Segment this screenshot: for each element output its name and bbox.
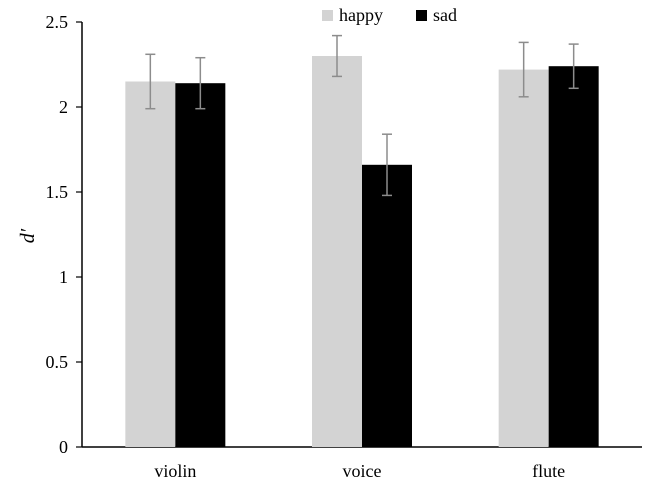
legend-item-happy: happy (322, 5, 383, 25)
error-bar-happy-flute (518, 41, 529, 98)
legend-item-sad: sad (416, 5, 457, 25)
x-tick-label: violin (154, 461, 196, 481)
legend-swatch (322, 10, 333, 21)
y-tick-label: 2 (59, 97, 68, 117)
legend: happy sad (322, 5, 457, 25)
error-bar-sad-voice (382, 133, 392, 197)
y-tick-label: 0.5 (46, 352, 69, 372)
error-bar-sad-flute (568, 43, 579, 90)
error-bars (145, 34, 579, 197)
legend-label: happy (339, 5, 383, 25)
y-tick-label: 0 (59, 437, 68, 457)
error-bar-happy-voice (332, 34, 342, 78)
y-axis-label: d′ (17, 228, 39, 243)
legend-label: sad (433, 5, 457, 25)
x-tick-label: flute (532, 461, 565, 481)
error-bar-sad-violin (195, 56, 206, 110)
bars (125, 56, 599, 448)
x-tick-label: voice (343, 461, 382, 481)
bar-happy-flute (498, 69, 549, 447)
error-bar-happy-violin (145, 53, 156, 110)
x-axis: violin voice flute (82, 446, 642, 481)
y-tick-label: 1 (59, 267, 68, 287)
y-axis: 0 0.5 1 1.5 2 2.5 (46, 12, 83, 457)
y-tick-label: 1.5 (46, 182, 69, 202)
bar-sad-voice (362, 164, 412, 448)
bar-happy-voice (312, 56, 362, 447)
bar-sad-violin (175, 83, 226, 447)
bar-happy-violin (125, 81, 176, 447)
legend-swatch (416, 10, 427, 21)
bar-sad-flute (548, 66, 599, 447)
y-tick-label: 2.5 (46, 12, 69, 32)
